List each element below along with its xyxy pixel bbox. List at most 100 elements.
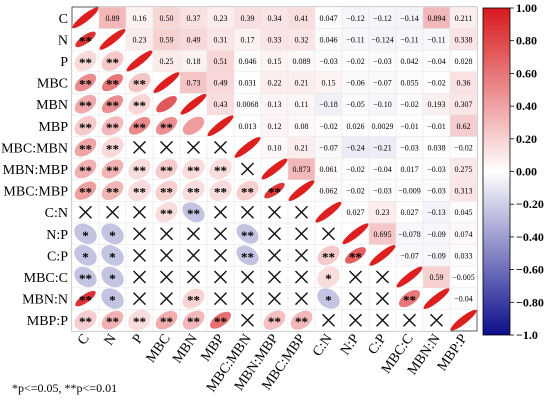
significance-stars: ** [79,120,92,135]
significance-note: *p<=0.05, **p<=0.01 [12,381,117,395]
correlation-ellipse [155,159,178,179]
colorbar: 1.00 0.80 0.60 0.40 0.20 0.00 −0.20 −0.40 −0.60 −… [482,1,544,342]
not-significant-cross [376,270,389,284]
correlation-ellipse [317,288,340,309]
coefficient-label: 0.34 [268,14,282,23]
significance-stars: ** [79,271,92,286]
diagonal-ellipse [396,266,423,288]
significance-stars: ** [160,120,173,135]
coefficient-label: 0.0029 [372,122,394,131]
coefficient-label: −0.04 [427,57,446,66]
correlation-ellipse [236,180,259,201]
correlation-ellipse [236,245,259,266]
significance-stars: ** [79,33,92,48]
coefficient-label: 0.695 [374,230,392,239]
row-label: MBN [36,98,68,113]
not-significant-cross [295,270,308,284]
coefficient-label: 0.313 [455,187,473,196]
not-significant-cross [187,227,200,241]
row-label: MBP:P [27,314,68,329]
coefficient-label: −0.11 [400,35,418,44]
coefficient-label: −0.005 [452,273,475,282]
not-significant-cross [376,313,389,327]
coefficient-label: 0.061 [320,165,338,174]
diagonal-ellipse [450,309,477,331]
coefficient-label: 0.89 [106,14,120,23]
significance-stars: * [109,293,116,308]
not-significant-cross [160,227,173,241]
coefficient-label: −0.009 [398,187,421,196]
coefficient-label: 0.062 [320,187,338,196]
correlation-ellipse [182,158,205,180]
coefficient-label: 0.013 [239,122,257,131]
coefficient-label: 0.042 [401,57,419,66]
significance-stars: ** [79,141,92,156]
coefficient-label: 0.089 [293,57,311,66]
not-significant-cross [322,227,335,241]
not-significant-cross [214,140,227,154]
not-significant-cross [268,270,281,284]
diagonal-ellipse [342,223,369,245]
not-significant-cross [214,248,227,262]
significance-stars: ** [187,293,200,308]
matrix-cells: 0.89 0.16 0.50 0.37 0.23 0.39 0.34 0.41 0.047 −0.… [71,6,478,332]
coefficient-label: 0.027 [347,208,365,217]
significance-stars: ** [106,77,119,92]
significance-stars: ** [295,314,308,329]
significance-stars: ** [79,185,92,200]
diagonal-ellipse [207,115,234,137]
not-significant-cross [268,248,281,262]
row-label: MBP [38,120,68,135]
coefficient-label: 0.22 [268,79,282,88]
correlation-ellipse [155,310,178,330]
correlation-ellipse [263,310,286,330]
correlation-ellipse [182,202,205,223]
correlation-ellipse [182,180,205,201]
coefficient-label: 0.275 [455,165,473,174]
significance-stars: ** [241,185,254,200]
correlation-ellipse [101,74,124,92]
significance-stars: ** [106,98,119,113]
not-significant-cross [160,140,173,154]
significance-stars: ** [403,293,416,308]
coefficient-label: −0.09 [427,230,446,239]
diagonal-ellipse [72,7,99,29]
coefficient-label: 0.50 [160,14,174,23]
significance-stars: ** [106,55,119,70]
coefficient-label: 0.23 [133,35,147,44]
coefficient-label: 0.15 [268,57,282,66]
not-significant-cross [241,162,254,176]
significance-stars: ** [214,314,227,329]
coefficient-label: 0.21 [295,79,309,88]
coefficient-label: 0.12 [268,122,282,131]
correlation-ellipse [209,180,232,201]
significance-stars: * [82,228,89,243]
coefficient-label: −0.05 [346,100,365,109]
correlation-ellipse [128,72,151,93]
coefficient-label: 0.41 [295,14,309,23]
coefficient-label: 0.49 [214,79,228,88]
significance-stars: ** [241,228,254,243]
not-significant-cross [214,205,227,219]
correlation-ellipse [75,31,96,48]
correlation-ellipse [155,180,178,201]
coefficient-label: −0.03 [373,187,392,196]
not-significant-cross [295,227,308,241]
coefficient-label: 0.32 [295,35,309,44]
coefficient-label: 0.62 [457,122,471,131]
coefficient-label: 0.027 [401,208,419,217]
correlation-ellipse [101,51,124,71]
coefficient-label: −0.02 [319,122,338,131]
coefficient-label: 0.59 [430,273,444,282]
column-label: C [75,332,93,348]
significance-stars: ** [187,185,200,200]
not-significant-cross [295,248,308,262]
coefficient-label: −0.02 [346,187,365,196]
coefficient-label: 0.49 [187,35,201,44]
coefficient-label: 0.193 [428,100,446,109]
coefficient-label: −0.14 [400,14,419,23]
column-label: C:N [310,332,336,360]
coefficient-label: 0.59 [160,35,174,44]
coefficient-label: 0.873 [293,165,311,174]
upper-cell [449,287,478,310]
